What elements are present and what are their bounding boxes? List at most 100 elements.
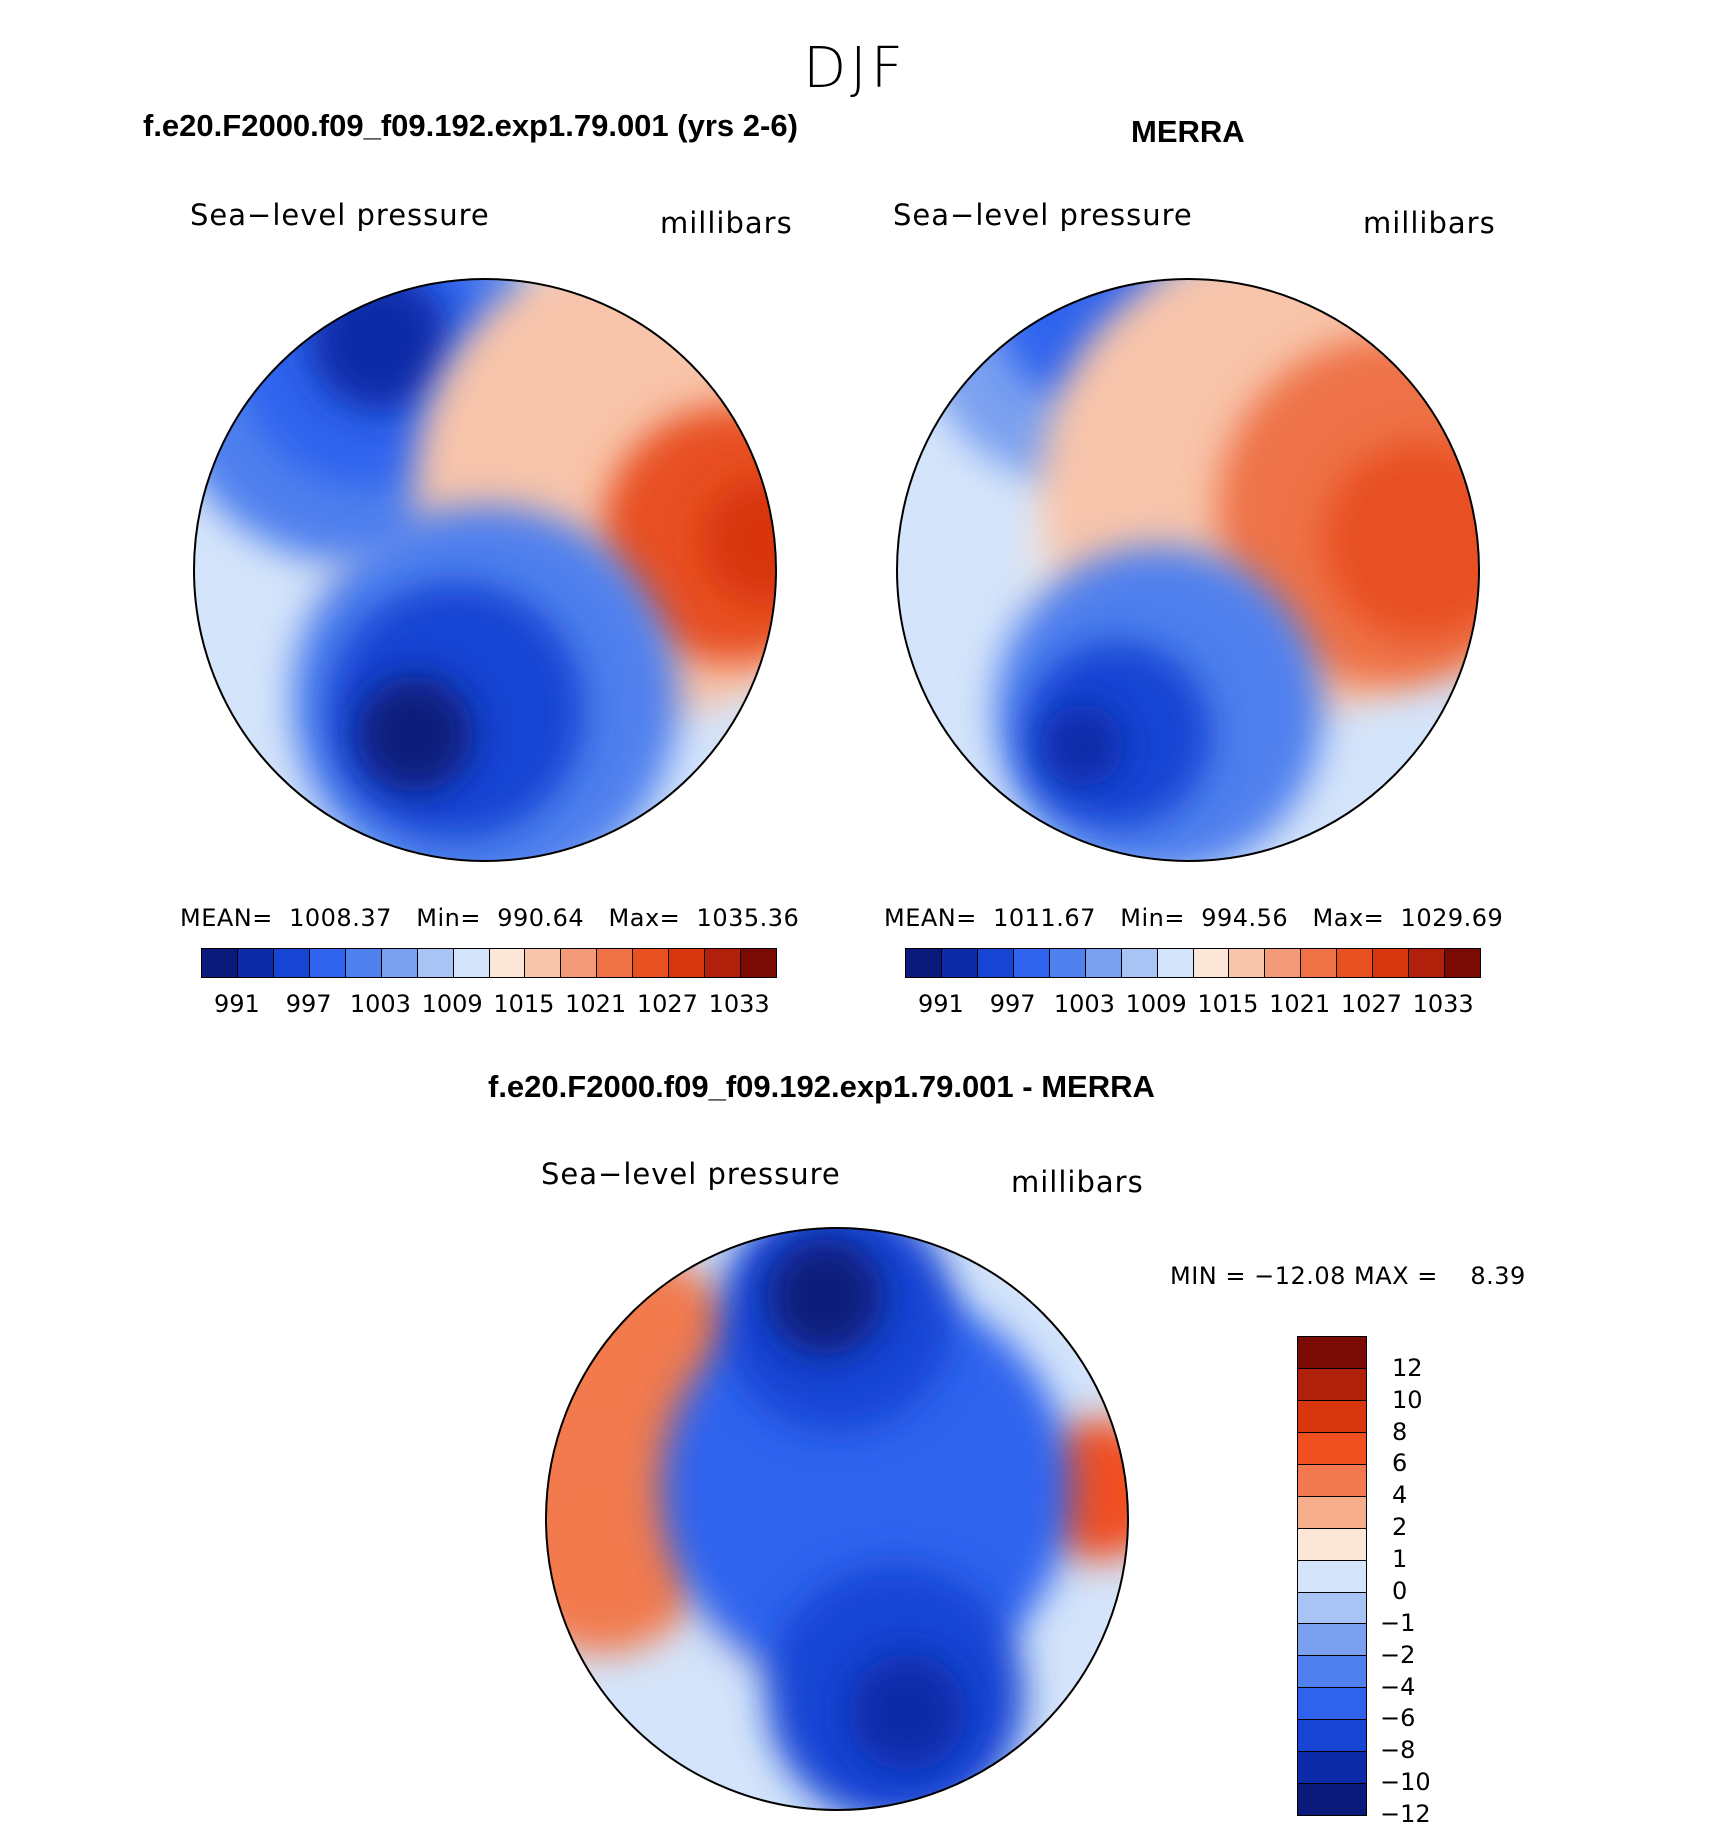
colorbar-swatch: [1298, 1560, 1366, 1593]
colorbar-tick-label: 1009: [1125, 990, 1187, 1018]
colorbar-swatch: [1121, 949, 1158, 977]
colorbar-tick-label: −2: [1380, 1640, 1416, 1669]
colorbar-tick-label: 1033: [708, 990, 770, 1018]
panel3-stats: MIN = −12.08 MAX = 8.39: [1170, 1262, 1526, 1290]
colorbar-swatch: [525, 949, 562, 977]
colorbar-swatch: [1265, 949, 1302, 977]
colorbar-swatch: [1298, 1432, 1366, 1465]
panel1-stats: MEAN= 1008.37 Min= 990.64 Max= 1035.36: [180, 904, 800, 932]
colorbar-swatch: [1298, 1624, 1366, 1657]
pressure-region-7: [1041, 704, 1124, 787]
colorbar-tick-label: 1003: [1053, 990, 1115, 1018]
colorbar-tick-label: −4: [1380, 1672, 1416, 1701]
colorbar-swatch: [1298, 1464, 1366, 1497]
pressure-region-5: [701, 476, 776, 606]
colorbar-swatch: [906, 949, 942, 977]
panel1-colorbar: [201, 948, 777, 978]
colorbar-swatch: [1298, 1496, 1366, 1529]
colorbar-swatch: [1373, 949, 1410, 977]
panel3-title: f.e20.F2000.f09_f09.192.exp1.79.001 - ME…: [488, 1069, 1155, 1104]
panel1-variable-label: Sea−level pressure: [190, 198, 490, 232]
colorbar-swatch: [1085, 949, 1122, 977]
panel2-variable-label: Sea−level pressure: [893, 198, 1193, 232]
colorbar-tick-label: 1: [1392, 1545, 1408, 1574]
colorbar-tick-label: 1015: [493, 990, 555, 1018]
panel3-variable-label: Sea−level pressure: [541, 1157, 841, 1191]
panel3-colorbar: [1297, 1336, 1367, 1816]
colorbar-swatch: [633, 949, 670, 977]
colorbar-tick-label: 1015: [1197, 990, 1259, 1018]
colorbar-swatch: [381, 949, 418, 977]
colorbar-swatch: [1229, 949, 1266, 977]
panel3-units-label: millibars: [1011, 1165, 1144, 1199]
colorbar-tick-label: −8: [1380, 1736, 1416, 1765]
colorbar-swatch: [741, 949, 776, 977]
panel3-colorbar-labels: 12 10 8 6 4 2 1 0 −1 −2 −4 −6 −8 −10 −12: [1380, 1336, 1460, 1828]
colorbar-tick-label: −12: [1380, 1800, 1431, 1828]
colorbar-swatch: [1298, 1688, 1366, 1721]
colorbar-swatch: [1409, 949, 1446, 977]
colorbar-tick-label: −1: [1380, 1608, 1416, 1637]
panel1-colorbar-labels: 991 997 1003 1009 1015 1021 1027 1033: [201, 990, 775, 1020]
colorbar-tick-label: 10: [1392, 1385, 1423, 1414]
panel1-title: f.e20.F2000.f09_f09.192.exp1.79.001 (yrs…: [143, 108, 798, 143]
colorbar-swatch: [1298, 1752, 1366, 1785]
colorbar-swatch: [1301, 949, 1338, 977]
panel2-title: MERRA: [1131, 114, 1245, 149]
colorbar-tick-label: 8: [1392, 1417, 1408, 1446]
panel2-colorbar-labels: 991 997 1003 1009 1015 1021 1027 1033: [905, 990, 1479, 1020]
colorbar-swatch: [941, 949, 978, 977]
colorbar-tick-label: 0: [1392, 1576, 1408, 1605]
colorbar-tick-label: 1021: [1269, 990, 1331, 1018]
panel2-stats: MEAN= 1011.67 Min= 994.56 Max= 1029.69: [884, 904, 1504, 932]
pressure-region-2: [309, 279, 450, 412]
colorbar-swatch: [453, 949, 490, 977]
colorbar-swatch: [1298, 1720, 1366, 1753]
colorbar-swatch: [705, 949, 742, 977]
colorbar-swatch: [669, 949, 706, 977]
colorbar-swatch: [1049, 949, 1086, 977]
colorbar-swatch: [1298, 1656, 1366, 1689]
colorbar-swatch: [1193, 949, 1230, 977]
colorbar-tick-label: 1009: [421, 990, 483, 1018]
colorbar-swatch: [1298, 1337, 1366, 1369]
colorbar-swatch: [202, 949, 238, 977]
colorbar-tick-label: 1027: [1340, 990, 1402, 1018]
panel1-units-label: millibars: [660, 206, 793, 240]
colorbar-swatch: [1013, 949, 1050, 977]
pressure-region-6: [766, 1237, 884, 1355]
season-title: DJF: [803, 36, 907, 101]
colorbar-swatch: [237, 949, 274, 977]
colorbar-swatch: [1298, 1528, 1366, 1561]
panel2-polar-map: [896, 278, 1480, 862]
colorbar-tick-label: 991: [213, 990, 260, 1018]
colorbar-swatch: [489, 949, 526, 977]
colorbar-tick-label: −6: [1380, 1704, 1416, 1733]
colorbar-tick-label: 2: [1392, 1513, 1408, 1542]
colorbar-swatch: [417, 949, 454, 977]
colorbar-tick-label: 6: [1392, 1449, 1408, 1478]
colorbar-tick-label: 991: [917, 990, 964, 1018]
colorbar-swatch: [1298, 1368, 1366, 1401]
colorbar-swatch: [977, 949, 1014, 977]
colorbar-swatch: [1445, 949, 1480, 977]
map-boundary: [896, 278, 1480, 862]
colorbar-swatch: [1298, 1592, 1366, 1625]
map-boundary: [545, 1227, 1129, 1811]
panel2-units-label: millibars: [1363, 206, 1496, 240]
pressure-region-8: [356, 675, 474, 793]
colorbar-swatch: [561, 949, 598, 977]
colorbar-swatch: [1157, 949, 1194, 977]
colorbar-swatch: [309, 949, 346, 977]
colorbar-tick-label: 1027: [636, 990, 698, 1018]
panel2-colorbar: [905, 948, 1481, 978]
colorbar-tick-label: 4: [1392, 1481, 1408, 1510]
colorbar-tick-label: 12: [1392, 1353, 1423, 1382]
colorbar-swatch: [1298, 1784, 1366, 1816]
colorbar-swatch: [345, 949, 382, 977]
colorbar-tick-label: 1021: [565, 990, 627, 1018]
panel1-polar-map: [193, 278, 777, 862]
colorbar-tick-label: 997: [989, 990, 1036, 1018]
colorbar-swatch: [597, 949, 634, 977]
colorbar-tick-label: 1033: [1412, 990, 1474, 1018]
